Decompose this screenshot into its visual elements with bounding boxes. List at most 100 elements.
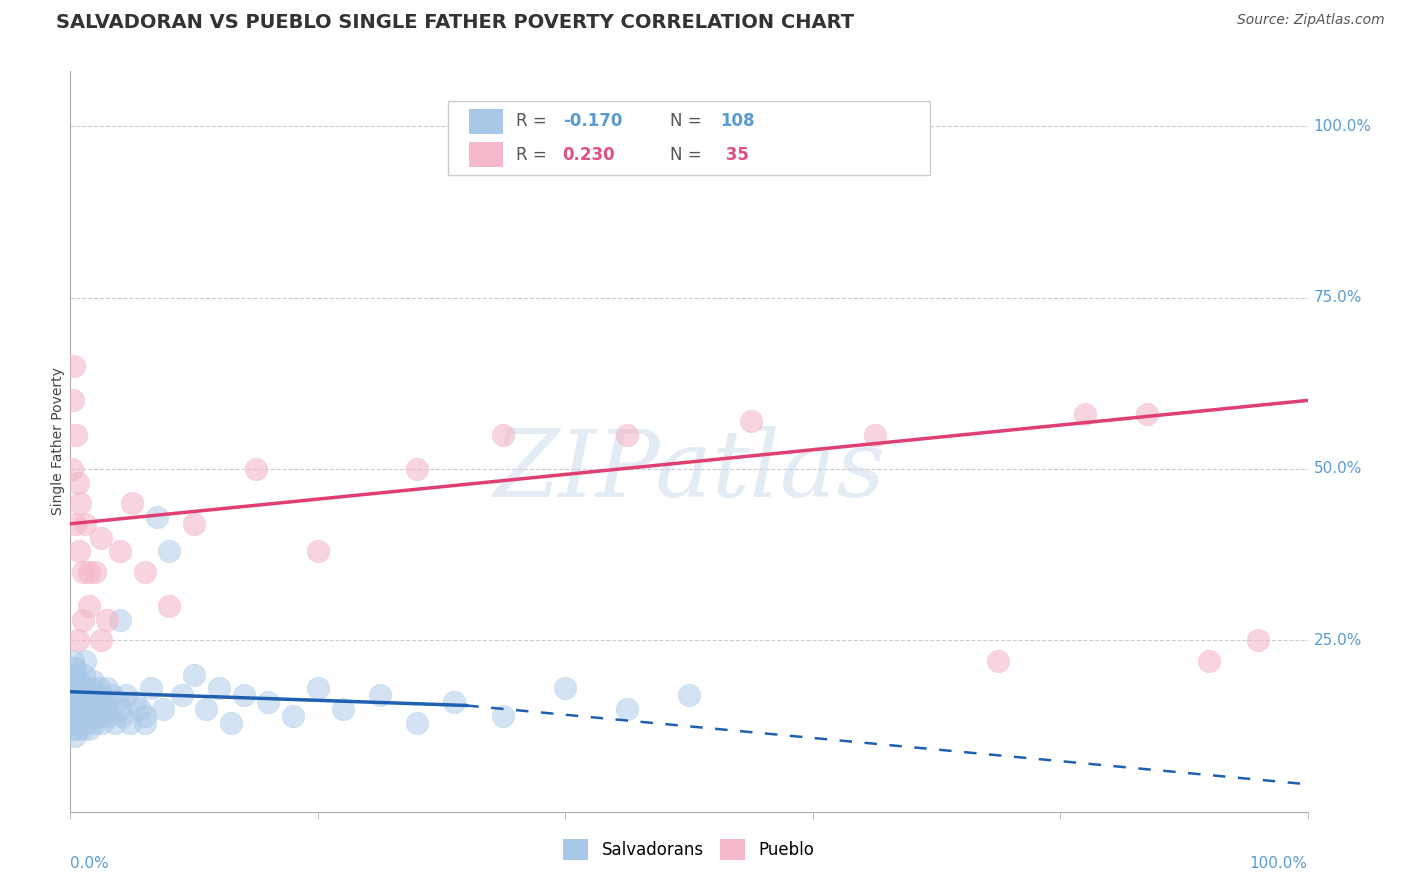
Point — [75, 688, 97, 702]
Point — [62, 654, 84, 668]
Point — [70, 715, 93, 730]
Point — [77, 565, 100, 579]
Point — [66, 708, 89, 723]
Point — [66, 475, 89, 490]
Point — [69, 674, 91, 689]
Point — [183, 667, 205, 681]
Text: 75.0%: 75.0% — [1313, 290, 1362, 305]
Point — [62, 674, 84, 689]
Point — [863, 427, 886, 442]
Point — [73, 667, 96, 681]
Text: 35: 35 — [720, 145, 749, 163]
Point — [94, 695, 117, 709]
Point — [90, 531, 112, 545]
Point — [63, 695, 86, 709]
Point — [60, 462, 83, 476]
Point — [60, 667, 83, 681]
Point — [257, 695, 280, 709]
Point — [65, 674, 87, 689]
Point — [96, 681, 118, 696]
Point — [121, 496, 143, 510]
Point — [678, 688, 700, 702]
Point — [134, 565, 156, 579]
Point — [67, 702, 90, 716]
Point — [146, 510, 169, 524]
Point — [63, 359, 86, 373]
Point — [60, 695, 83, 709]
Point — [443, 695, 465, 709]
Point — [65, 427, 87, 442]
Point — [157, 599, 180, 613]
FancyBboxPatch shape — [447, 101, 931, 175]
Point — [62, 708, 84, 723]
Point — [77, 723, 100, 737]
Point — [105, 695, 128, 709]
Point — [65, 674, 87, 689]
Point — [63, 681, 86, 696]
Point — [281, 708, 304, 723]
Text: N =: N = — [671, 112, 707, 130]
Point — [1074, 407, 1097, 421]
Point — [73, 695, 96, 709]
Point — [84, 565, 107, 579]
Point — [89, 708, 111, 723]
Point — [405, 715, 427, 730]
Point — [332, 702, 354, 716]
Point — [66, 688, 89, 702]
Point — [108, 544, 131, 558]
Point — [96, 702, 118, 716]
Point — [183, 516, 205, 531]
Point — [72, 702, 94, 716]
Legend: Salvadorans, Pueblo: Salvadorans, Pueblo — [557, 832, 821, 866]
Point — [84, 715, 107, 730]
Point — [118, 715, 141, 730]
Point — [66, 633, 89, 648]
Point — [67, 544, 90, 558]
Point — [65, 661, 87, 675]
Point — [90, 708, 112, 723]
Point — [66, 723, 89, 737]
Point — [70, 708, 93, 723]
Point — [82, 674, 104, 689]
Text: 25.0%: 25.0% — [1313, 632, 1362, 648]
Point — [65, 715, 87, 730]
Point — [72, 613, 94, 627]
Point — [616, 427, 638, 442]
Point — [170, 688, 193, 702]
Point — [67, 688, 90, 702]
Point — [405, 462, 427, 476]
Point — [554, 681, 576, 696]
Point — [62, 688, 84, 702]
Point — [96, 613, 118, 627]
Point — [65, 688, 87, 702]
Text: 100.0%: 100.0% — [1250, 856, 1308, 871]
Text: 100.0%: 100.0% — [1313, 119, 1372, 134]
Point — [157, 544, 180, 558]
Point — [79, 702, 101, 716]
FancyBboxPatch shape — [468, 143, 503, 167]
Point — [62, 393, 84, 408]
Point — [72, 688, 94, 702]
Point — [1198, 654, 1220, 668]
Point — [83, 688, 105, 702]
Point — [152, 702, 174, 716]
Point — [75, 681, 97, 696]
Point — [75, 715, 97, 730]
Point — [77, 599, 100, 613]
Point — [987, 654, 1010, 668]
Point — [65, 729, 87, 743]
Point — [111, 708, 134, 723]
Point — [108, 613, 131, 627]
Text: R =: R = — [516, 145, 551, 163]
Point — [76, 688, 98, 702]
Point — [63, 667, 86, 681]
Point — [79, 681, 101, 696]
Point — [76, 708, 98, 723]
Point — [134, 715, 156, 730]
Text: Source: ZipAtlas.com: Source: ZipAtlas.com — [1237, 13, 1385, 28]
Point — [104, 715, 127, 730]
Point — [87, 681, 110, 696]
Text: 108: 108 — [720, 112, 755, 130]
Point — [70, 681, 93, 696]
Point — [65, 681, 87, 696]
